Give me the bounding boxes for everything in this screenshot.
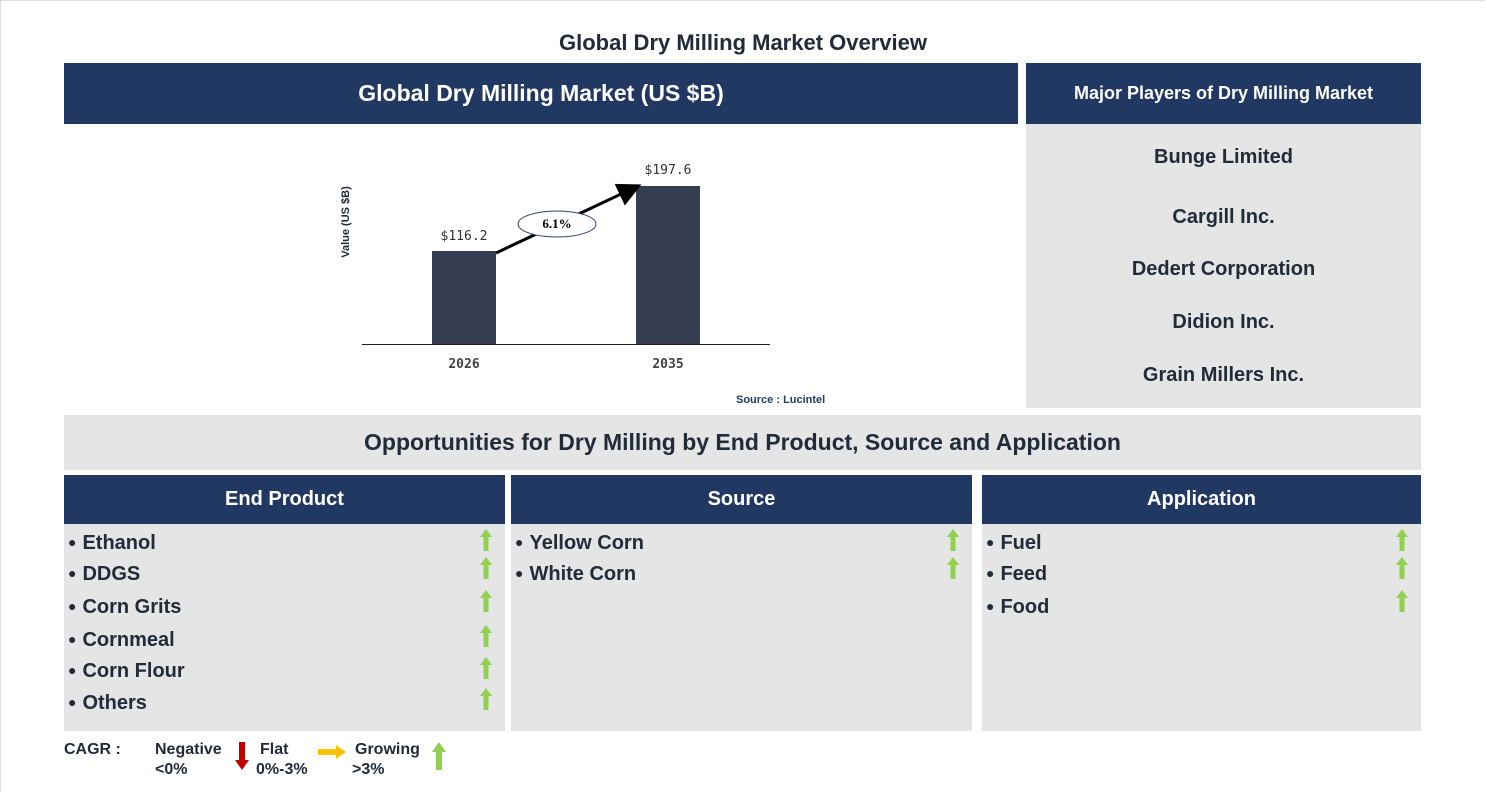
application-list: ● Fuel ● Feed ● Food [982, 524, 1421, 731]
source-list: ● Yellow Corn ● White Corn [511, 524, 972, 731]
player-item: Grain Millers Inc. [1142, 364, 1305, 386]
x-axis-line [362, 344, 770, 345]
players-list: Bunge Limited Cargill Inc. Dedert Corpor… [1026, 124, 1421, 408]
flat-right-arrow-icon [318, 745, 346, 759]
legend-label: CAGR : [64, 741, 121, 758]
growing-up-arrow-icon [432, 742, 446, 770]
list-item: ● Others [68, 692, 147, 714]
market-panel-header: Global Dry Milling Market (US $B) [64, 63, 1018, 124]
legend-flat: Flat 0%-3% [256, 741, 308, 778]
source-header: Source [511, 475, 972, 524]
end-product-header: End Product [64, 475, 505, 524]
player-item: Dedert Corporation [1131, 258, 1316, 280]
growing-arrow-icon [1396, 590, 1408, 612]
market-panel-title: Global Dry Milling Market (US $B) [358, 80, 724, 106]
growing-arrow-icon [947, 529, 959, 551]
bar-value-2035: $197.6 [644, 163, 692, 178]
application-header: Application [982, 475, 1421, 524]
growing-arrow-icon [480, 657, 492, 679]
negative-down-arrow-icon [235, 742, 249, 770]
list-item: ● Cornmeal [68, 629, 175, 651]
list-item: ● Corn Flour [68, 660, 185, 682]
list-item: ● Ethanol [68, 532, 156, 554]
source-header-text: Source [707, 488, 776, 510]
x-tick-2026: 2026 [448, 357, 480, 372]
player-item: Bunge Limited [1154, 146, 1293, 168]
player-item: Cargill Inc. [1172, 206, 1275, 228]
legend-negative: Negative <0% [155, 741, 222, 778]
list-item: ● DDGS [68, 563, 141, 585]
growing-arrow-icon [480, 625, 492, 647]
player-item: Didion Inc. [1172, 311, 1275, 333]
growing-arrow-icon [480, 590, 492, 612]
list-item: ● Yellow Corn [515, 532, 644, 554]
x-tick-2035: 2035 [652, 357, 684, 372]
growing-arrow-icon [1396, 557, 1408, 579]
cagr-annotation: 6.1% [542, 216, 572, 231]
list-item: ● Food [986, 596, 1050, 618]
growing-arrow-icon [480, 557, 492, 579]
growing-arrow-icon [480, 529, 492, 551]
players-panel-title: Major Players of Dry Milling Market [1073, 83, 1374, 103]
opportunities-title-text: Opportunities for Dry Milling by End Pro… [364, 429, 1121, 455]
legend-growing: Growing >3% [352, 741, 420, 778]
list-item: ● White Corn [515, 563, 637, 585]
application-header-text: Application [1147, 488, 1256, 510]
end-product-list: ● Ethanol ● DDGS ● Corn Grits ● Cornmeal ● Co… [64, 524, 505, 731]
players-panel-header: Major Players of Dry Milling Market [1026, 63, 1421, 124]
growing-arrow-icon [947, 557, 959, 579]
list-item: ● Corn Grits [68, 596, 182, 618]
list-item: ● Fuel [986, 532, 1042, 554]
chart-source: Source : Lucintel [736, 394, 826, 406]
end-product-header-text: End Product [225, 488, 344, 510]
bar-2035 [636, 186, 700, 344]
list-item: ● Feed [986, 563, 1048, 585]
page-title: Global Dry Milling Market Overview [559, 30, 927, 55]
growing-arrow-icon [1396, 529, 1408, 551]
bar-2026 [432, 251, 496, 344]
growing-arrow-icon [480, 688, 492, 710]
bar-value-2026: $116.2 [440, 229, 488, 244]
opportunities-title: Opportunities for Dry Milling by End Pro… [64, 415, 1421, 470]
